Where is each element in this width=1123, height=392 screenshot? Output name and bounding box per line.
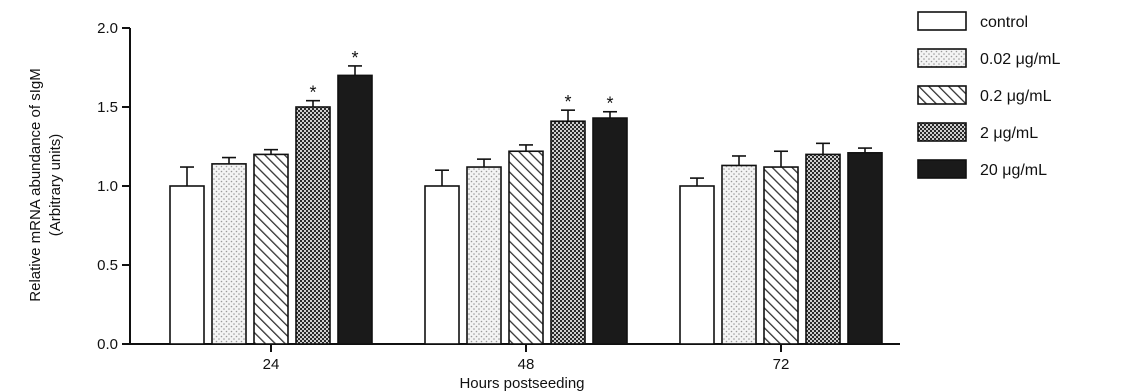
legend-item-4: 20 μg/mL bbox=[917, 159, 1047, 179]
y-axis: 0.0 0.5 1.0 1.5 2.0 bbox=[97, 20, 131, 353]
y-axis-title: Relative mRNA abundance of sIgM (Arbitra… bbox=[27, 68, 64, 301]
significance-marker-24h-series-4: * bbox=[351, 48, 358, 68]
legend-label-4: 20 μg/mL bbox=[980, 162, 1047, 179]
bar-24h-series-0 bbox=[169, 185, 205, 345]
legend-label-3: 2 μg/mL bbox=[980, 125, 1038, 142]
x-axis-title: Hours postseeding bbox=[459, 375, 584, 392]
y-tick-label-2: 1.0 bbox=[97, 178, 118, 195]
y-tick-label-4: 2.0 bbox=[97, 20, 118, 37]
bar-24h-series-3 bbox=[295, 106, 331, 345]
legend-swatch-2 bbox=[917, 85, 967, 105]
legend-item-1: 0.02 μg/mL bbox=[917, 48, 1060, 68]
y-axis-title-sub: (Arbitrary units) bbox=[47, 134, 64, 237]
legend-item-2: 0.2 μg/mL bbox=[917, 85, 1052, 105]
y-tick-label-0: 0.0 bbox=[97, 336, 118, 353]
legend-item-0: control bbox=[917, 11, 1028, 31]
bar-48h-series-0 bbox=[424, 185, 460, 345]
legend-label-0: control bbox=[980, 14, 1028, 31]
legend-swatch-4 bbox=[917, 159, 967, 179]
x-tick-label-24: 24 bbox=[263, 356, 280, 373]
legend-label-2: 0.2 μg/mL bbox=[980, 88, 1052, 105]
bar-24h-series-4 bbox=[337, 74, 373, 345]
bar-48h-series-1 bbox=[466, 166, 502, 345]
y-tick-label-1: 0.5 bbox=[97, 257, 118, 274]
bar-48h-series-3 bbox=[550, 120, 586, 345]
bar-48h-series-4 bbox=[592, 117, 628, 345]
x-tick-label-48: 48 bbox=[518, 356, 535, 373]
legend: control 0.02 μg/mL 0.2 μg/mL 2 μg/mL 20 μg/m… bbox=[917, 11, 1060, 179]
x-tick-label-72: 72 bbox=[773, 356, 790, 373]
legend-swatch-1 bbox=[917, 48, 967, 68]
bar-24h-series-1 bbox=[211, 163, 247, 345]
significance-marker-48h-series-3: * bbox=[564, 92, 571, 112]
legend-swatch-0 bbox=[917, 11, 967, 31]
bar-72h-series-0 bbox=[679, 185, 715, 345]
bar-48h-series-2 bbox=[508, 150, 544, 345]
bars: * * * * bbox=[169, 48, 883, 345]
bar-72h-series-3 bbox=[805, 153, 841, 345]
bar-72h-series-4 bbox=[847, 152, 883, 345]
bar-24h-series-2 bbox=[253, 153, 289, 345]
significance-marker-24h-series-3: * bbox=[309, 83, 316, 103]
bar-72h-series-2 bbox=[763, 166, 799, 345]
bar-72h-series-1 bbox=[721, 164, 757, 345]
legend-swatch-3 bbox=[917, 122, 967, 142]
legend-item-3: 2 μg/mL bbox=[917, 122, 1038, 142]
x-axis: 24 48 72 bbox=[130, 343, 900, 373]
y-axis-title-main: Relative mRNA abundance of sIgM bbox=[27, 68, 44, 301]
significance-marker-48h-series-4: * bbox=[606, 94, 613, 114]
legend-label-1: 0.02 μg/mL bbox=[980, 51, 1060, 68]
y-tick-label-3: 1.5 bbox=[97, 99, 118, 116]
